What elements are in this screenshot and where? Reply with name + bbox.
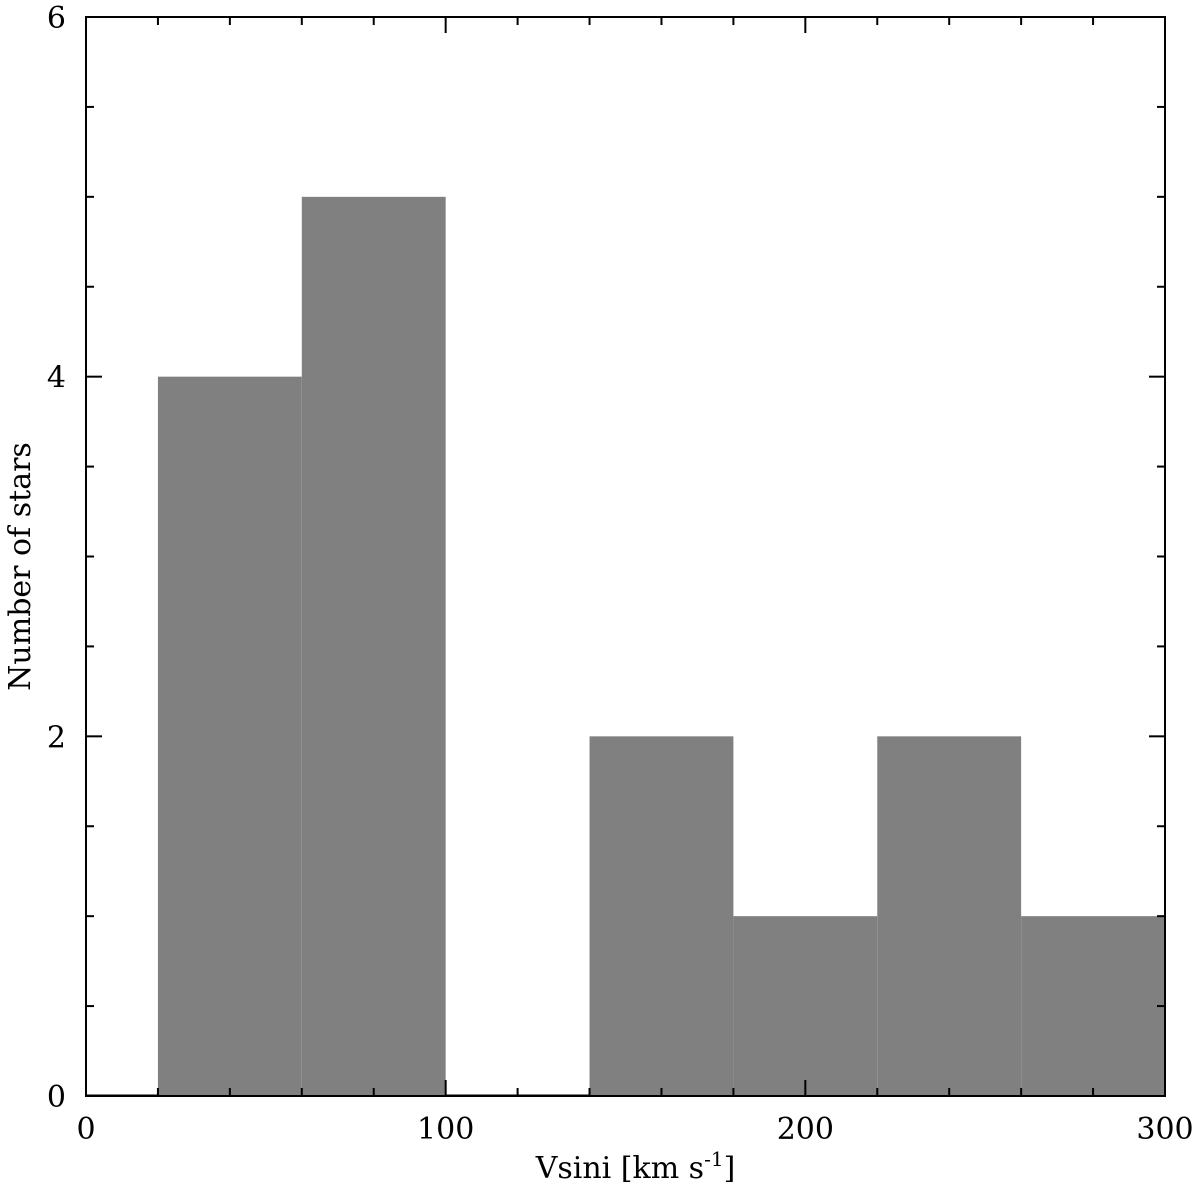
axis-ticks (85, 16, 1166, 1097)
histogram-bar-7 (1021, 916, 1165, 1096)
histogram-bar-1 (157, 376, 302, 1097)
y-tick-label: 4 (47, 361, 66, 396)
x-tick-labels: 0 100 200 300 (76, 1112, 1193, 1147)
y-tick-label: 2 (47, 720, 66, 755)
x-axis-title: Vsini [km s-1] (535, 1147, 736, 1186)
x-axis-title-superscript: -1 (704, 1147, 723, 1171)
x-tick-label: 100 (417, 1112, 474, 1147)
plot-frame (85, 16, 1166, 1097)
histogram-bar-4 (589, 736, 734, 1096)
y-axis-title: Number of stars (3, 442, 38, 691)
histogram-bars (86, 196, 1165, 1097)
histogram-bar-6 (877, 736, 1022, 1096)
x-tick-label: 0 (76, 1112, 95, 1147)
y-tick-label: 0 (47, 1080, 66, 1115)
histogram-bar-2 (301, 196, 446, 1097)
x-axis-title-main: Vsini [km s (535, 1151, 704, 1186)
x-tick-label: 300 (1136, 1112, 1193, 1147)
y-tick-labels: 0 2 4 6 (47, 1, 66, 1115)
x-axis-title-end: ] (724, 1151, 736, 1186)
x-tick-label: 200 (777, 1112, 834, 1147)
histogram-bar-5 (733, 916, 878, 1096)
y-tick-label: 6 (47, 1, 66, 36)
